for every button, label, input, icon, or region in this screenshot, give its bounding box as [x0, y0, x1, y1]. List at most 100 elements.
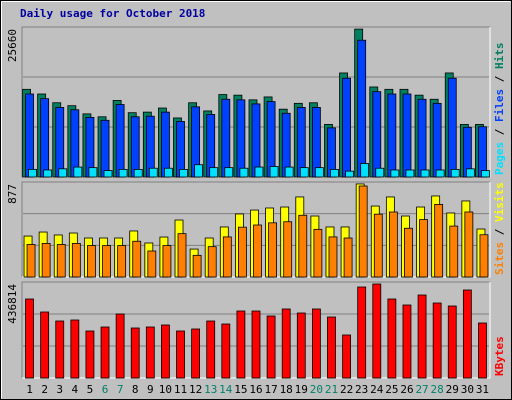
bar	[71, 243, 81, 278]
bar	[28, 169, 37, 178]
legend: KBytes	[493, 336, 506, 376]
x-tick-label: 9	[147, 383, 154, 396]
bar	[478, 322, 487, 379]
bar	[343, 237, 353, 278]
x-tick-label: 2	[41, 383, 48, 396]
bar	[192, 254, 202, 278]
bar	[236, 310, 246, 379]
bar	[360, 163, 370, 178]
bar	[179, 169, 188, 178]
legend-separator: /	[493, 222, 506, 242]
bar	[162, 245, 172, 278]
x-tick-label: 6	[102, 383, 109, 396]
bar	[402, 93, 412, 178]
bar	[88, 167, 98, 178]
bar	[404, 227, 413, 278]
x-tick-label: 8	[132, 383, 139, 396]
bar	[194, 164, 204, 178]
bar	[176, 330, 185, 379]
x-tick-label: 13	[204, 383, 217, 396]
x-tick-label: 7	[117, 383, 124, 396]
bar	[132, 240, 142, 278]
bar	[26, 244, 36, 278]
bar	[311, 107, 321, 178]
bar	[25, 93, 34, 178]
x-tick-label: 27	[415, 383, 428, 396]
bar	[224, 167, 234, 178]
x-tick-label: 19	[295, 383, 308, 396]
bar	[161, 324, 170, 379]
bar	[330, 169, 339, 178]
bar	[432, 302, 442, 379]
bar	[100, 119, 110, 178]
bar	[311, 308, 321, 379]
x-tick-label: 11	[174, 383, 187, 396]
x-tick-label: 10	[159, 383, 172, 396]
bar	[281, 308, 291, 379]
bar	[100, 326, 110, 379]
bar	[209, 167, 219, 178]
bar	[103, 170, 113, 178]
bar	[284, 166, 294, 178]
bar	[462, 289, 472, 379]
x-tick-label: 16	[249, 383, 262, 396]
bar	[268, 222, 277, 278]
bar	[358, 185, 368, 278]
bar	[221, 98, 231, 178]
legend-separator: /	[493, 69, 506, 89]
bar	[221, 323, 231, 379]
legend-entry: Pages	[493, 142, 506, 175]
legend-entry: Hits	[493, 43, 506, 70]
x-tick-label: 12	[189, 383, 202, 396]
bar	[417, 294, 427, 379]
bar	[298, 214, 308, 278]
bar	[239, 167, 249, 178]
bar	[328, 236, 338, 278]
x-tick-label: 28	[431, 383, 444, 396]
bar	[238, 226, 247, 278]
bar	[41, 243, 51, 278]
bar	[115, 104, 125, 178]
bar	[342, 334, 351, 379]
legend-entry: Sites	[493, 242, 506, 275]
y-tick-label: 877	[6, 184, 19, 204]
legend-separator: /	[493, 122, 506, 142]
bar	[432, 102, 442, 178]
bar	[147, 250, 157, 278]
bar	[115, 313, 125, 379]
bar	[345, 170, 354, 178]
bar	[25, 298, 34, 379]
bar	[388, 211, 398, 278]
bar	[449, 225, 459, 278]
bar	[387, 298, 397, 379]
x-tick-label: 15	[234, 383, 247, 396]
bar	[236, 99, 246, 178]
bar	[85, 330, 95, 379]
x-tick-label: 25	[385, 383, 398, 396]
bar	[464, 211, 474, 278]
legend: Sites / Visits	[493, 182, 506, 275]
legend: Pages / Files / Hits	[493, 43, 506, 176]
bar	[481, 170, 490, 178]
bar	[372, 283, 382, 379]
x-tick-label: 23	[355, 383, 368, 396]
bar	[55, 320, 65, 379]
bar	[402, 304, 412, 379]
bar	[357, 39, 367, 178]
bar	[266, 315, 276, 379]
x-tick-label: 31	[476, 383, 489, 396]
x-tick-label: 24	[370, 383, 384, 396]
bar	[251, 310, 261, 379]
bar	[327, 316, 336, 379]
bar	[73, 166, 83, 178]
bar	[58, 168, 68, 178]
y-tick-label: 25660	[6, 29, 19, 62]
bar	[447, 77, 457, 178]
bar	[254, 166, 264, 178]
bar	[266, 101, 276, 178]
bar	[269, 166, 279, 178]
bar	[342, 77, 351, 178]
bar	[434, 204, 444, 278]
bar	[222, 236, 232, 278]
